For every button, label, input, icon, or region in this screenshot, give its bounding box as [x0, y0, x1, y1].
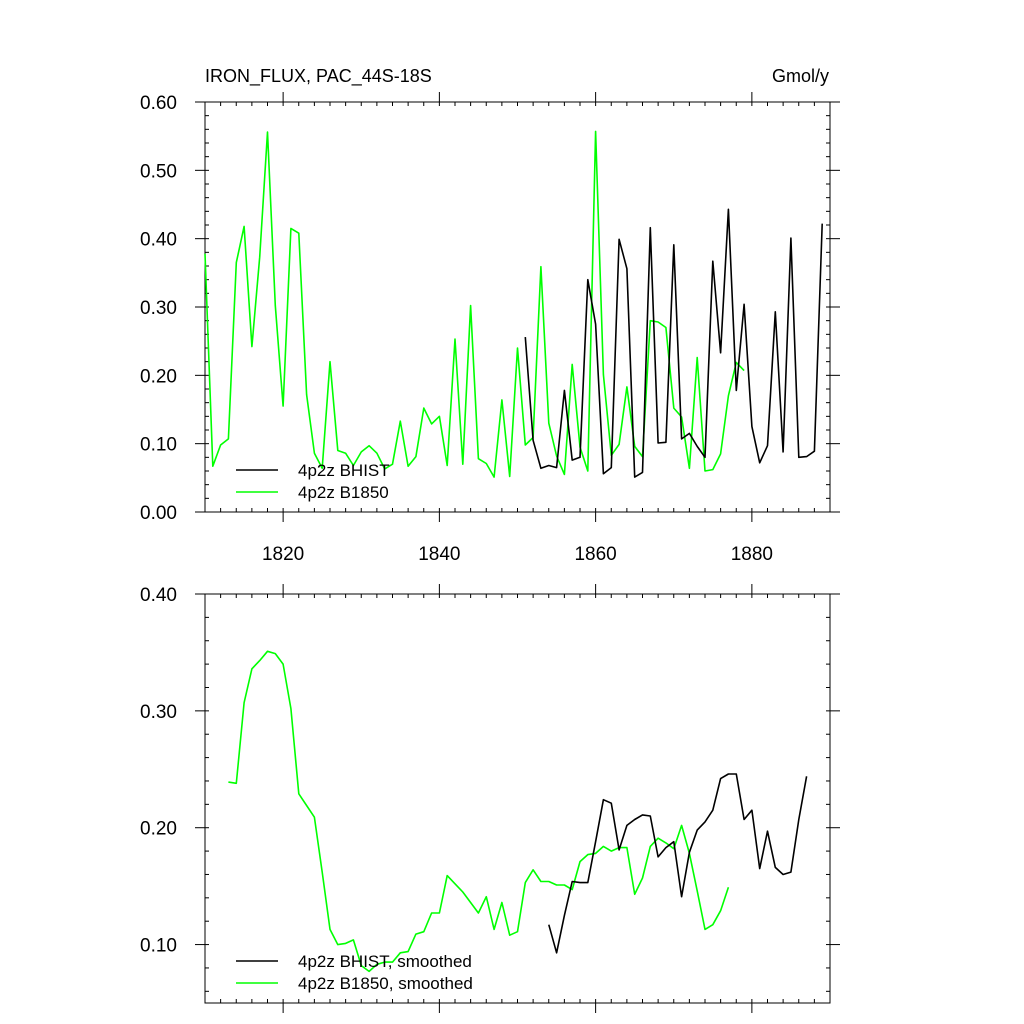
y-tick-label: 0.10 — [140, 936, 177, 957]
y-tick-label: 0.10 — [140, 435, 177, 456]
plot-frame — [204, 593, 831, 1004]
y-tick-label: 0.40 — [140, 230, 177, 251]
series-line-bhist — [524, 208, 823, 478]
x-tick-label: 1880 — [731, 544, 773, 565]
x-tick-label: 1820 — [262, 544, 304, 565]
legend-label: 4p2z BHIST, smoothed — [298, 952, 472, 971]
y-tick-label: 0.50 — [140, 161, 177, 182]
y-tick-label: 0.60 — [140, 93, 177, 114]
y-tick-label: 0.30 — [140, 298, 177, 319]
series-line-b1850 — [204, 130, 745, 478]
y-tick-label: 0.20 — [140, 819, 177, 840]
legend-label: 4p2z BHIST — [298, 461, 390, 480]
y-tick-label: 0.00 — [140, 503, 177, 524]
x-tick-label: 1840 — [418, 544, 460, 565]
series-line-bhist — [548, 773, 808, 954]
series-line-b1850 — [228, 650, 730, 973]
y-tick-label: 0.30 — [140, 702, 177, 723]
legend-label: 4p2z B1850, smoothed — [298, 974, 473, 993]
plot-frame — [204, 101, 831, 513]
chart-title: IRON_FLUX, PAC_44S-18S — [205, 66, 432, 87]
bottom-panel: 0.10 0.20 0.30 0.40 4p2z BHIST, smoothed 4p2z… — [140, 584, 840, 1013]
y-tick-label: 0.20 — [140, 366, 177, 387]
units-label: Gmol/y — [772, 66, 829, 86]
top-panel: 1820 1840 1860 1880 0.00 0.10 0.20 0.30 0.40 0.50… — [140, 92, 840, 565]
x-tick-label: 1860 — [574, 544, 616, 565]
y-tick-label: 0.40 — [140, 585, 177, 606]
legend-label: 4p2z B1850 — [298, 483, 389, 502]
